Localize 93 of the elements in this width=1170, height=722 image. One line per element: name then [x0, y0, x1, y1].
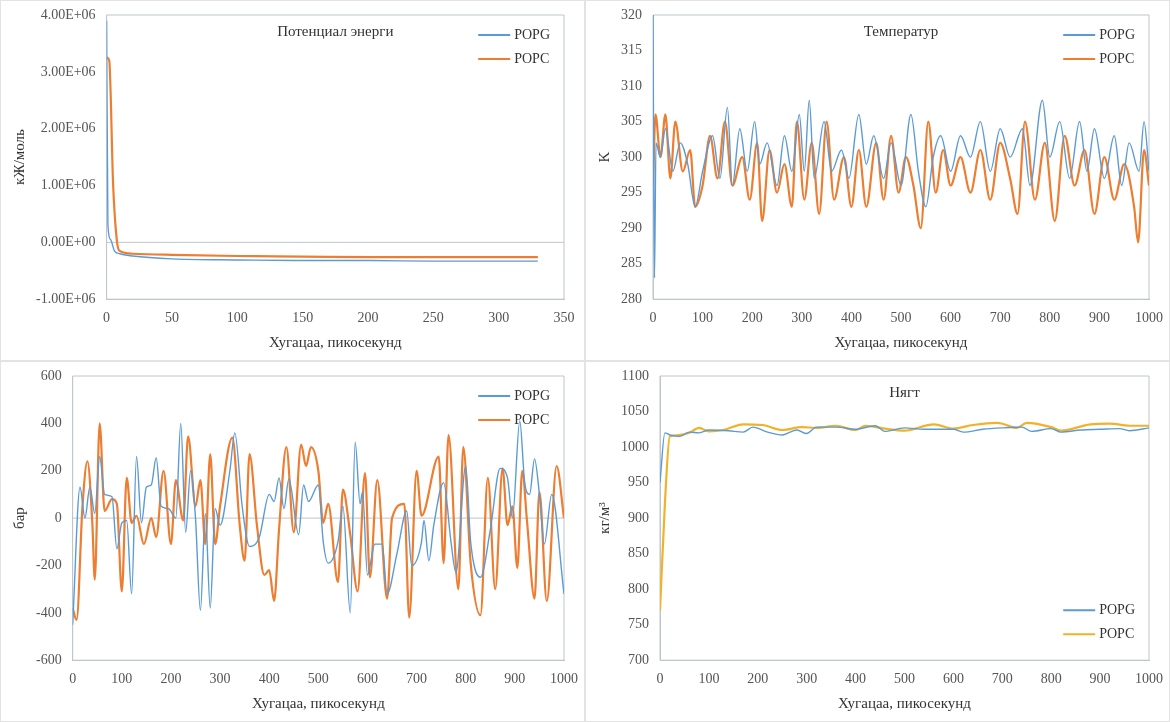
- y-tick-label: 2.00E+06: [40, 120, 96, 136]
- line-series: [660, 425, 1149, 484]
- x-tick-label: 900: [1089, 671, 1111, 687]
- y-axis-title: кЖ/моль: [10, 128, 27, 186]
- legend-label: POPG: [1099, 26, 1135, 42]
- y-tick-label: -400: [35, 604, 62, 620]
- y-tick-label: 285: [621, 255, 642, 271]
- x-tick-label: 100: [692, 310, 714, 326]
- line-series: [653, 15, 1149, 279]
- y-tick-label: 320: [621, 6, 642, 22]
- legend-label: POPG: [514, 26, 550, 42]
- y-tick-label: 295: [621, 184, 642, 200]
- x-tick-label: 500: [894, 671, 915, 687]
- y-tick-label: 4.00E+06: [40, 6, 96, 22]
- x-tick-label: 200: [160, 671, 182, 687]
- x-tick-label: 800: [1040, 671, 1062, 687]
- x-tick-label: 250: [422, 310, 444, 326]
- y-tick-label: 310: [621, 77, 642, 93]
- y-axis-title: бар: [10, 507, 27, 529]
- y-tick-label: 600: [40, 367, 62, 383]
- x-tick-label: 600: [940, 310, 962, 326]
- x-axis-title: Хугацаа, пикосекунд: [251, 694, 386, 711]
- y-tick-label: 1000: [621, 438, 649, 454]
- x-axis-title: Хугацаа, пикосекунд: [838, 694, 972, 711]
- y-tick-label: 800: [628, 580, 649, 596]
- text: Нягт: [889, 384, 921, 401]
- y-tick-label: 280: [621, 290, 642, 306]
- x-tick-label: 300: [796, 671, 818, 687]
- y-tick-label: 300: [621, 148, 642, 164]
- x-tick-label: 0: [103, 310, 111, 326]
- text: Температур: [863, 23, 939, 40]
- x-tick-label: 1000: [1135, 310, 1163, 326]
- y-tick-label: 0: [54, 509, 62, 525]
- x-tick-label: 400: [258, 671, 280, 687]
- x-tick-label: 1000: [550, 671, 578, 687]
- y-tick-label: -1.00E+06: [36, 290, 96, 306]
- legend-label: POPC: [514, 411, 550, 427]
- x-tick-label: 800: [455, 671, 477, 687]
- x-tick-label: 700: [989, 310, 1011, 326]
- x-tick-label: 350: [553, 310, 575, 326]
- x-tick-label: 400: [845, 671, 867, 687]
- x-tick-label: 800: [1039, 310, 1061, 326]
- x-tick-label: 100: [111, 671, 133, 687]
- x-tick-label: 200: [741, 310, 763, 326]
- x-tick-label: 500: [890, 310, 912, 326]
- y-axis-title: кг/м³: [595, 501, 612, 534]
- y-tick-label: 400: [40, 415, 62, 431]
- x-tick-label: 700: [991, 671, 1013, 687]
- x-tick-label: 1000: [1135, 671, 1163, 687]
- x-tick-label: 400: [840, 310, 862, 326]
- x-tick-label: 150: [292, 310, 314, 326]
- legend-label: POPC: [514, 50, 550, 66]
- x-tick-label: 300: [488, 310, 510, 326]
- x-tick-label: 100: [698, 671, 720, 687]
- y-tick-label: 1050: [621, 403, 649, 419]
- y-tick-label: 900: [628, 509, 649, 525]
- x-tick-label: 0: [656, 671, 664, 687]
- x-tick-label: 200: [357, 310, 379, 326]
- legend-label: POPG: [514, 387, 550, 403]
- x-axis-title: Хугацаа, пикосекунд: [834, 333, 968, 350]
- x-tick-label: 500: [307, 671, 329, 687]
- legend-label: POPG: [1099, 601, 1135, 617]
- y-tick-label: 305: [621, 113, 642, 129]
- y-tick-label: 290: [621, 219, 642, 235]
- x-tick-label: 600: [942, 671, 964, 687]
- x-tick-label: 300: [209, 671, 231, 687]
- y-tick-label: 200: [40, 462, 62, 478]
- y-tick-label: 315: [621, 42, 642, 58]
- y-tick-label: -600: [35, 651, 62, 667]
- line-series: [660, 421, 1149, 612]
- x-tick-label: 300: [791, 310, 813, 326]
- y-tick-label: -200: [35, 557, 62, 573]
- y-tick-label: 850: [628, 545, 649, 561]
- y-axis-title: K: [595, 151, 612, 163]
- line-series: [653, 113, 1149, 244]
- y-tick-label: 1100: [621, 367, 649, 383]
- x-tick-label: 100: [226, 310, 248, 326]
- y-tick-label: 0.00E+00: [40, 234, 96, 250]
- legend-label: POPC: [1099, 625, 1135, 641]
- y-tick-label: 950: [628, 474, 649, 490]
- text: Потенциал энерги: [277, 23, 394, 40]
- x-tick-label: 600: [356, 671, 378, 687]
- y-tick-label: 3.00E+06: [40, 63, 96, 79]
- legend-label: POPC: [1099, 50, 1135, 66]
- x-tick-label: 900: [1088, 310, 1110, 326]
- y-tick-label: 700: [628, 651, 649, 667]
- y-tick-label: 750: [628, 616, 649, 632]
- x-axis-title: Хугацаа, пикосекунд: [268, 333, 403, 350]
- y-tick-label: 1.00E+06: [40, 177, 96, 193]
- x-tick-label: 700: [406, 671, 428, 687]
- x-tick-label: 900: [504, 671, 526, 687]
- x-tick-label: 200: [747, 671, 769, 687]
- x-tick-label: 50: [164, 310, 179, 326]
